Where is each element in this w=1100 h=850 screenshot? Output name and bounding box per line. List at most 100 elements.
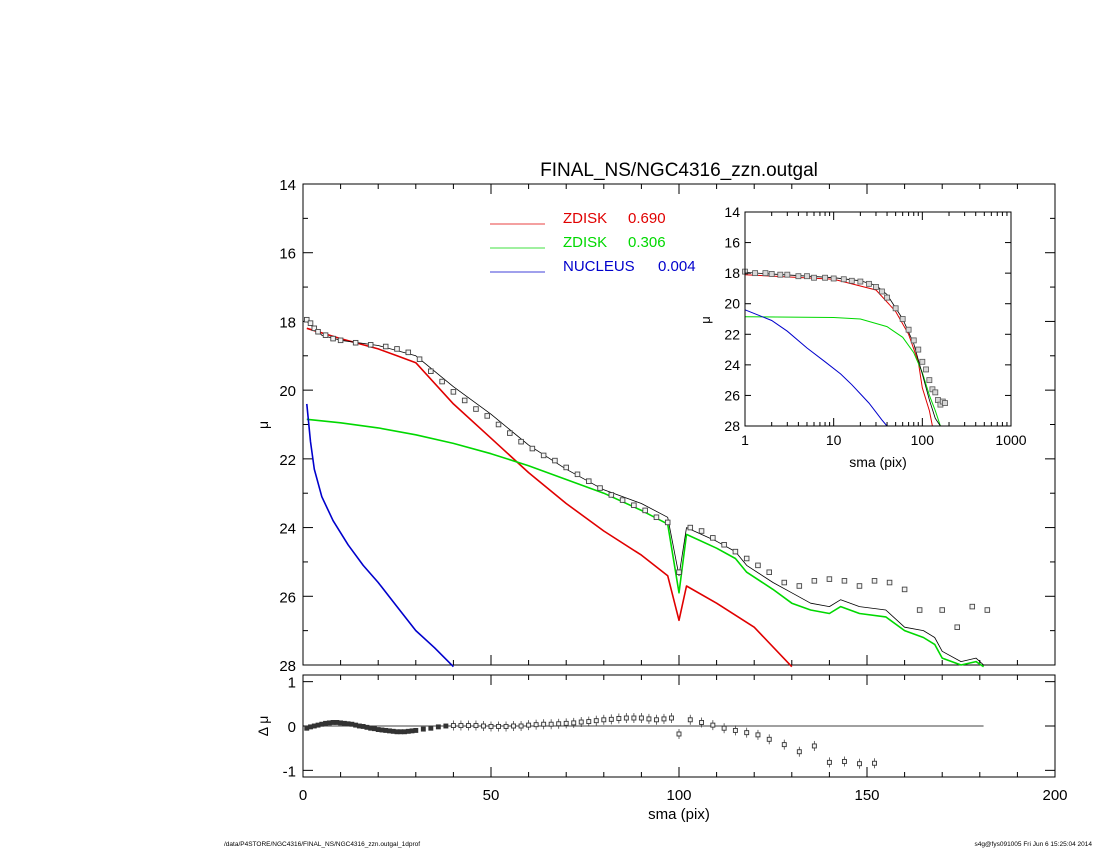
residual-point <box>646 716 652 722</box>
residual-point <box>732 727 738 733</box>
residual-point <box>413 727 419 733</box>
residual-point <box>857 761 862 767</box>
residual-point <box>593 718 599 724</box>
inset-plot-background <box>745 212 1011 426</box>
observed-point <box>439 378 445 385</box>
residual-y-tick-label: 1 <box>288 675 296 692</box>
main-y-axis: 14 16 18 20 22 24 26 28 <box>279 177 1055 675</box>
residual-point <box>653 717 659 723</box>
residual-point <box>661 716 667 722</box>
residual-point <box>744 730 750 736</box>
residual-y-axis: -1 0 1 <box>283 675 1055 780</box>
inset-x-tick-label: 1000 <box>995 432 1026 448</box>
figure-title: FINAL_NS/NGC4316_zzn.outgal <box>540 160 818 181</box>
observed-point <box>315 328 321 335</box>
inset-observed-point <box>879 288 885 295</box>
inset-y-tick-label: 20 <box>724 296 740 312</box>
x-tick-label: 100 <box>666 787 691 804</box>
observed-point <box>518 438 524 445</box>
residual-point <box>586 719 592 725</box>
inset-observed-point <box>932 389 939 396</box>
inset-observed-point <box>840 276 847 283</box>
inset-observed-point <box>762 270 769 277</box>
legend-label-nucleus: NUCLEUS <box>563 258 635 275</box>
observed-point <box>608 492 615 498</box>
inset-observed-point <box>915 346 922 353</box>
residual-point <box>496 723 501 729</box>
inset-observed-point <box>830 275 837 282</box>
residual-point <box>616 716 622 721</box>
main-y-axis-label: μ <box>255 421 271 429</box>
main-x-axis <box>302 184 1056 665</box>
inset-observed-point <box>777 271 784 278</box>
inset-observed-point <box>752 270 759 277</box>
residual-point <box>503 723 509 729</box>
observed-point <box>886 579 893 586</box>
residual-point <box>428 725 434 731</box>
observed-point <box>755 562 761 569</box>
inset-x-axis: 1 10 100 1000 <box>741 212 1027 448</box>
footer-right-stamp: s4g@fys091005 Fri Jun 6 15:25:04 2014 <box>974 841 1092 848</box>
observed-point <box>311 325 318 332</box>
residual-point <box>623 715 629 721</box>
inset-log-plot: 14 16 18 20 22 24 26 28 1 10 100 1000 sma (pix) μ <box>698 204 1027 470</box>
residual-point <box>796 749 802 755</box>
residual-point <box>541 721 547 727</box>
main-y-tick-label: 16 <box>279 246 296 263</box>
legend: ZDISK 0.690 ZDISK 0.306 NUCLEUS 0.004 <box>490 210 696 275</box>
observed-point <box>586 478 592 484</box>
residual-y-tick-label: -1 <box>283 763 296 780</box>
inset-y-axis: 14 16 18 20 22 24 26 28 <box>724 204 1011 434</box>
observed-point <box>653 514 660 521</box>
observed-point <box>574 471 581 478</box>
observed-point <box>540 452 547 459</box>
inset-observed-point <box>811 274 817 281</box>
residual-y-tick-label: 0 <box>288 719 296 736</box>
observed-point <box>382 343 389 350</box>
residual-point <box>465 723 471 729</box>
inset-observed-point <box>784 271 791 278</box>
observed-point <box>939 607 945 613</box>
inset-y-axis-label: μ <box>698 316 713 324</box>
observed-point <box>642 507 648 514</box>
legend-value-zdisk-1: 0.690 <box>628 210 666 227</box>
observed-point <box>984 607 991 613</box>
inset-observed-point <box>795 273 802 280</box>
observed-point <box>405 349 412 356</box>
legend-label-zdisk-1: ZDISK <box>563 210 607 227</box>
observed-point <box>450 389 457 395</box>
residual-point <box>481 723 486 729</box>
residual-point <box>721 725 727 731</box>
observed-point <box>394 346 400 352</box>
observed-point <box>781 579 788 586</box>
observed-point <box>721 542 727 548</box>
main-y-tick-label: 18 <box>279 314 296 331</box>
observed-point <box>428 368 434 374</box>
observed-point <box>796 583 803 589</box>
observed-point <box>710 535 716 541</box>
inset-y-tick-label: 26 <box>724 387 740 403</box>
residual-point <box>766 736 772 742</box>
inset-x-tick-label: 1 <box>741 432 749 448</box>
observed-point <box>631 502 637 508</box>
observed-point <box>597 485 603 491</box>
x-tick-label: 200 <box>1042 787 1067 804</box>
residual-point <box>526 722 532 728</box>
residual-plot: -101 0 50 100 150 200 Δ μ sma (pix) <box>255 674 1068 823</box>
residual-point <box>841 759 847 764</box>
observed-point <box>416 356 423 362</box>
legend-value-nucleus: 0.004 <box>658 258 696 275</box>
main-y-tick-label: 20 <box>279 383 296 400</box>
series-line-zdisk1 <box>306 327 793 668</box>
inset-y-tick-label: 22 <box>724 326 740 342</box>
residual-point <box>631 715 637 721</box>
residual-point <box>755 732 761 738</box>
residual-point <box>676 731 682 737</box>
residual-point <box>458 723 464 729</box>
residual-point <box>435 724 441 730</box>
observed-point <box>676 569 682 575</box>
residual-point <box>811 743 817 749</box>
inset-y-tick-label: 28 <box>724 418 740 434</box>
main-y-tick-label: 28 <box>279 658 296 675</box>
